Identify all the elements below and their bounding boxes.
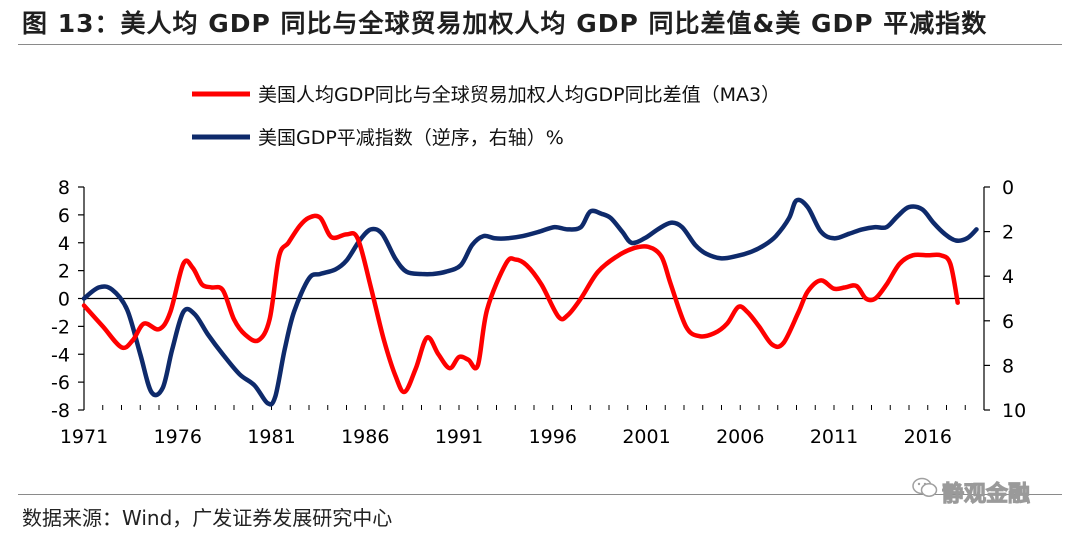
- x-axis-tick-label: 2011: [810, 426, 858, 448]
- watermark: 静观金融: [912, 474, 1062, 508]
- x-axis-tick-label: 1986: [341, 426, 389, 448]
- x-axis-tick-label: 1981: [247, 426, 295, 448]
- title-divider: [18, 44, 1062, 45]
- right-axis-tick-label: 10: [1002, 400, 1026, 422]
- x-axis-tick-label: 1971: [60, 426, 108, 448]
- series-layer: [81, 197, 979, 407]
- legend: 美国人均GDP同比与全球贸易加权人均GDP同比差值（MA3） 美国GDP平减指数…: [192, 84, 780, 149]
- right-axis-tick-label: 4: [1002, 266, 1014, 288]
- right-axis-tick-label: 0: [1002, 177, 1014, 199]
- legend-label-blue-series: 美国GDP平减指数（逆序，右轴）%: [258, 127, 564, 149]
- chart-title: 图 13：美人均 GDP 同比与全球贸易加权人均 GDP 同比差值&美 GDP …: [22, 9, 988, 38]
- left-axis-tick-label: 0: [58, 289, 70, 311]
- left-axis-tick-label: 8: [58, 177, 70, 199]
- x-axis-tick-label: 1991: [435, 426, 483, 448]
- chart: 美国人均GDP同比与全球贸易加权人均GDP同比差值（MA3） 美国GDP平减指数…: [51, 84, 1026, 448]
- legend-label-red-series: 美国人均GDP同比与全球贸易加权人均GDP同比差值（MA3）: [258, 84, 780, 106]
- left-axis-tick-label: -4: [51, 344, 70, 366]
- x-axis-tick-label: 1996: [529, 426, 577, 448]
- x-axis-tick-label: 2006: [716, 426, 764, 448]
- left-axis-tick-label: 2: [58, 261, 70, 283]
- x-axis-tick-label: 1976: [154, 426, 202, 448]
- data-source: 数据来源：Wind，广发证券发展研究中心: [22, 506, 393, 530]
- left-axis-tick-label: -6: [51, 372, 70, 394]
- x-axis-tick-label: 2016: [904, 426, 952, 448]
- series-line-blue-deflator: [81, 197, 979, 407]
- watermark-text: 静观金融: [941, 482, 1031, 508]
- left-axis-tick-label: 4: [58, 233, 70, 255]
- title-bar: 图 13：美人均 GDP 同比与全球贸易加权人均 GDP 同比差值&美 GDP …: [0, 0, 1080, 44]
- left-axis-tick-label: -2: [51, 316, 70, 338]
- series-line-red-gdp-gap: [81, 213, 960, 395]
- left-axis-tick-label: 6: [58, 205, 70, 227]
- right-axis-tick-label: 8: [1002, 355, 1014, 377]
- right-axis-tick-label: 2: [1002, 222, 1014, 244]
- wechat-icon: [912, 477, 938, 497]
- x-axis-tick-label: 2001: [622, 426, 670, 448]
- axes: 8 6 4 2 0 -2 -4 -6 -8 0 2 4 6 8 10 1971 1976 1981 1986 1991…: [51, 177, 1026, 448]
- left-axis-tick-label: -8: [51, 400, 70, 422]
- footer-divider: [18, 494, 1062, 495]
- right-axis-tick-label: 6: [1002, 311, 1014, 333]
